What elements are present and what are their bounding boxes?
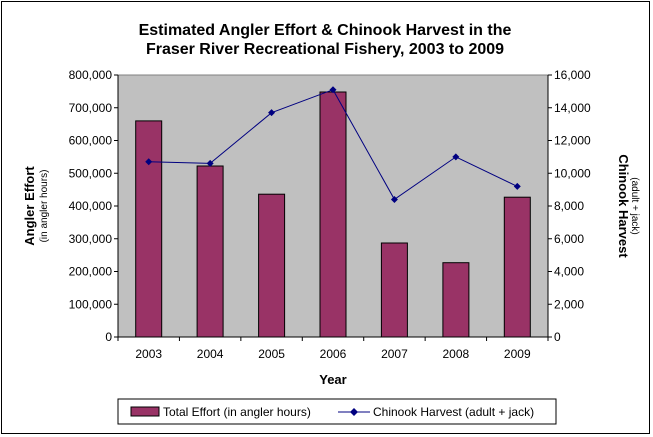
right-tick-label: 8,000 — [554, 199, 584, 213]
x-tick-label-2007: 2007 — [381, 347, 408, 361]
harvest-point-2009 — [513, 182, 521, 190]
harvest-point-2004 — [206, 159, 214, 167]
harvest-point-2003 — [145, 158, 153, 166]
x-tick-label-2005: 2005 — [258, 347, 285, 361]
x-tick-label-2003: 2003 — [135, 347, 162, 361]
left-tick-label: 300,000 — [69, 232, 113, 246]
x-axis-title: Year — [319, 372, 346, 387]
legend-line-label: Chinook Harvest (adult + jack) — [373, 405, 534, 419]
legend-bar-swatch — [130, 406, 160, 417]
bar-2009 — [503, 196, 531, 338]
chart-title-line-1: Estimated Angler Effort & Chinook Harves… — [139, 22, 512, 39]
right-axis-subtitle: (adult + jack) — [629, 177, 640, 235]
bar-2004 — [196, 165, 224, 338]
left-tick-label: 600,000 — [69, 134, 113, 148]
x-tick-label-2006: 2006 — [320, 347, 347, 361]
axes-layer: 0 100,000 200,000 300,000 400,000 500,000 600,… — [69, 68, 591, 361]
x-tick-label-2009: 2009 — [504, 347, 531, 361]
left-axis-title: Angler Effort — [22, 166, 37, 246]
x-tick-label-2008: 2008 — [443, 347, 470, 361]
right-tick-label: 16,000 — [554, 68, 591, 82]
legend-box — [117, 398, 557, 425]
right-tick-label: 2,000 — [554, 297, 584, 311]
bar-2003 — [135, 120, 163, 338]
bar-2005 — [258, 193, 286, 338]
right-tick-label: 6,000 — [554, 232, 584, 246]
harvest-point-2006 — [329, 86, 337, 94]
harvest-point-2007 — [390, 195, 398, 203]
left-tick-label: 100,000 — [69, 297, 113, 311]
left-tick-label: 800,000 — [69, 68, 113, 82]
bar-2008 — [442, 262, 470, 338]
bar-2007 — [380, 242, 408, 338]
left-axis-subtitle: (in angler hours) — [39, 170, 50, 243]
harvest-point-2005 — [268, 109, 276, 117]
left-tick-label: 200,000 — [69, 265, 113, 279]
legend-line-marker — [350, 408, 358, 416]
right-tick-label: 4,000 — [554, 265, 584, 279]
bar-2006 — [319, 91, 347, 338]
right-tick-label: 12,000 — [554, 134, 591, 148]
chart-title-line-2: Fraser River Recreational Fishery, 2003 … — [146, 41, 504, 58]
left-tick-label: 0 — [105, 330, 112, 344]
line-layer — [145, 86, 521, 203]
right-axis-title: Chinook Harvest — [616, 154, 631, 258]
right-tick-label: 14,000 — [554, 101, 591, 115]
left-tick-label: 500,000 — [69, 166, 113, 180]
left-tick-label: 700,000 — [69, 101, 113, 115]
legend-bar-label: Total Effort (in angler hours) — [163, 405, 311, 419]
left-tick-label: 400,000 — [69, 199, 113, 213]
harvest-point-2008 — [452, 153, 460, 161]
right-tick-label: 0 — [554, 330, 561, 344]
legend: Total Effort (in angler hours) Chinook H… — [117, 398, 557, 425]
right-tick-label: 10,000 — [554, 166, 591, 180]
x-tick-label-2004: 2004 — [197, 347, 224, 361]
